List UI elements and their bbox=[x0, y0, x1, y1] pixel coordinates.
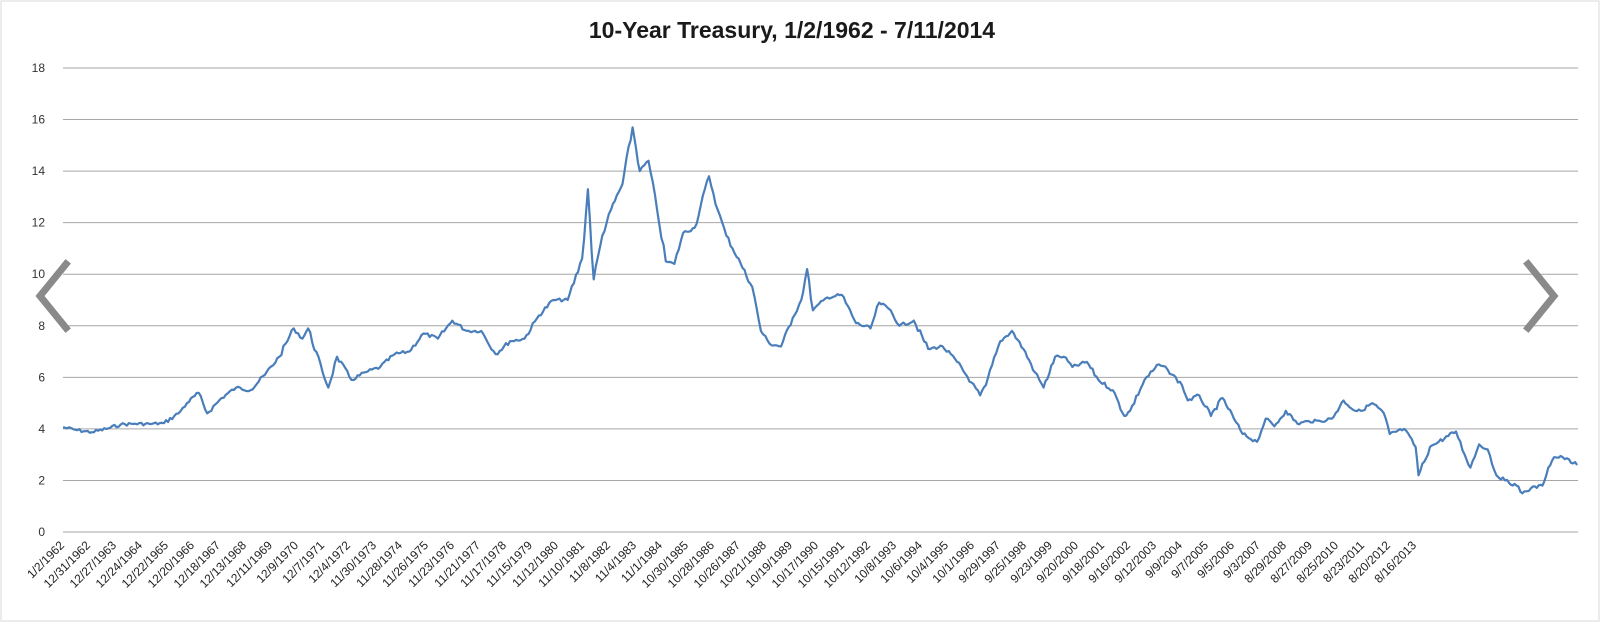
y-tick-label: 8 bbox=[38, 319, 45, 333]
y-tick-label: 10 bbox=[32, 267, 46, 281]
y-tick-label: 4 bbox=[38, 422, 45, 436]
series-line bbox=[62, 126, 1579, 495]
gridlines bbox=[63, 67, 1578, 533]
y-tick-label: 14 bbox=[32, 164, 46, 178]
y-tick-label: 0 bbox=[38, 525, 45, 539]
y-tick-label: 16 bbox=[32, 113, 46, 127]
chart-title: 10-Year Treasury, 1/2/1962 - 7/11/2014 bbox=[589, 17, 995, 43]
next-arrow-button[interactable] bbox=[1512, 256, 1564, 336]
series-layer bbox=[62, 126, 1579, 495]
previous-arrow-button[interactable] bbox=[30, 256, 82, 336]
y-tick-label: 18 bbox=[32, 61, 46, 75]
y-tick-label: 6 bbox=[38, 370, 45, 384]
y-tick-label: 2 bbox=[38, 473, 45, 487]
chevron-left-icon bbox=[35, 259, 71, 333]
y-axis-tick-labels: 0 2 4 6 8 10 12 14 16 18 bbox=[32, 61, 46, 539]
y-tick-label: 12 bbox=[32, 216, 46, 230]
chevron-right-icon bbox=[1523, 259, 1559, 333]
